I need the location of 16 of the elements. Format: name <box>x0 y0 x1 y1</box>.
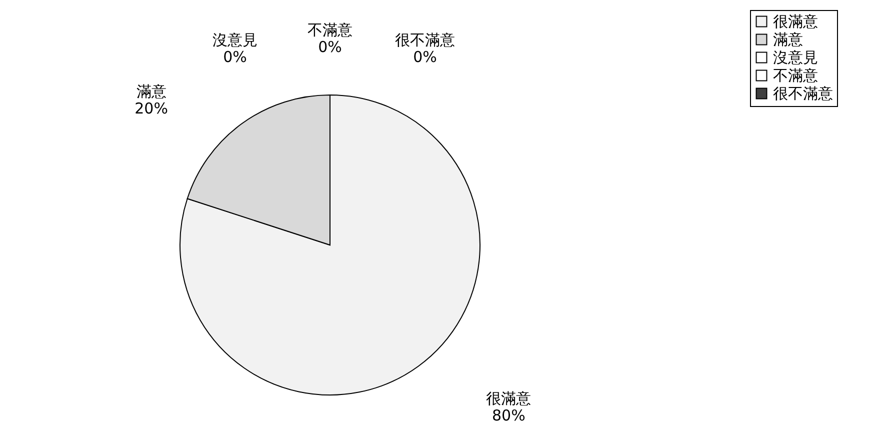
category-label: 沒意見 <box>212 31 258 49</box>
pie-slice <box>180 94 480 396</box>
data-label: 80% <box>492 406 526 425</box>
legend-label: 很滿意 <box>773 12 818 30</box>
slice-label: 很滿意 <box>486 390 532 408</box>
slice-label: 滿意 <box>136 82 166 100</box>
text: 0% <box>223 48 247 66</box>
category-label: 不滿意 <box>308 21 352 39</box>
legend-label: 不滿意 <box>773 66 818 84</box>
text: 0% <box>318 38 342 56</box>
legend-label: 很不滿意 <box>773 84 833 102</box>
text: 0% <box>413 48 437 66</box>
category-label: 很不滿意 <box>395 31 455 49</box>
legend-label: 滿意 <box>773 30 803 48</box>
legend-label: 沒意見 <box>773 48 818 66</box>
data-label: 20% <box>134 99 168 118</box>
